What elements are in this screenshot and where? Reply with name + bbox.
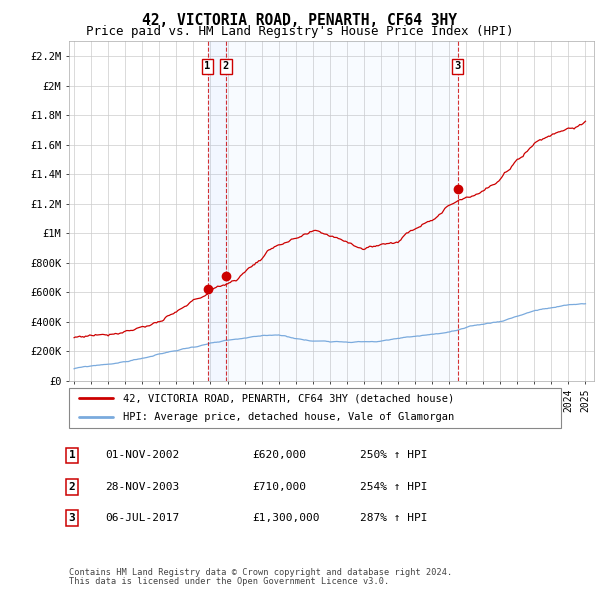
Text: 42, VICTORIA ROAD, PENARTH, CF64 3HY: 42, VICTORIA ROAD, PENARTH, CF64 3HY: [143, 13, 458, 28]
FancyBboxPatch shape: [69, 388, 561, 428]
Text: 1: 1: [205, 61, 211, 71]
Bar: [226, 41, 458, 381]
Text: 3: 3: [68, 513, 76, 523]
Text: 2: 2: [68, 482, 76, 491]
Text: 01-NOV-2002: 01-NOV-2002: [105, 451, 179, 460]
Text: HPI: Average price, detached house, Vale of Glamorgan: HPI: Average price, detached house, Vale…: [123, 412, 454, 422]
Text: This data is licensed under the Open Government Licence v3.0.: This data is licensed under the Open Gov…: [69, 578, 389, 586]
Text: 287% ↑ HPI: 287% ↑ HPI: [360, 513, 427, 523]
Text: 3: 3: [455, 61, 461, 71]
Text: 06-JUL-2017: 06-JUL-2017: [105, 513, 179, 523]
Text: 28-NOV-2003: 28-NOV-2003: [105, 482, 179, 491]
Text: £620,000: £620,000: [252, 451, 306, 460]
Text: £1,300,000: £1,300,000: [252, 513, 320, 523]
Text: 42, VICTORIA ROAD, PENARTH, CF64 3HY (detached house): 42, VICTORIA ROAD, PENARTH, CF64 3HY (de…: [123, 394, 454, 404]
Text: Contains HM Land Registry data © Crown copyright and database right 2024.: Contains HM Land Registry data © Crown c…: [69, 568, 452, 577]
Text: 2: 2: [223, 61, 229, 71]
Text: 254% ↑ HPI: 254% ↑ HPI: [360, 482, 427, 491]
Text: Price paid vs. HM Land Registry's House Price Index (HPI): Price paid vs. HM Land Registry's House …: [86, 25, 514, 38]
Text: 1: 1: [68, 451, 76, 460]
Text: £710,000: £710,000: [252, 482, 306, 491]
Text: 250% ↑ HPI: 250% ↑ HPI: [360, 451, 427, 460]
Bar: [208, 41, 226, 381]
